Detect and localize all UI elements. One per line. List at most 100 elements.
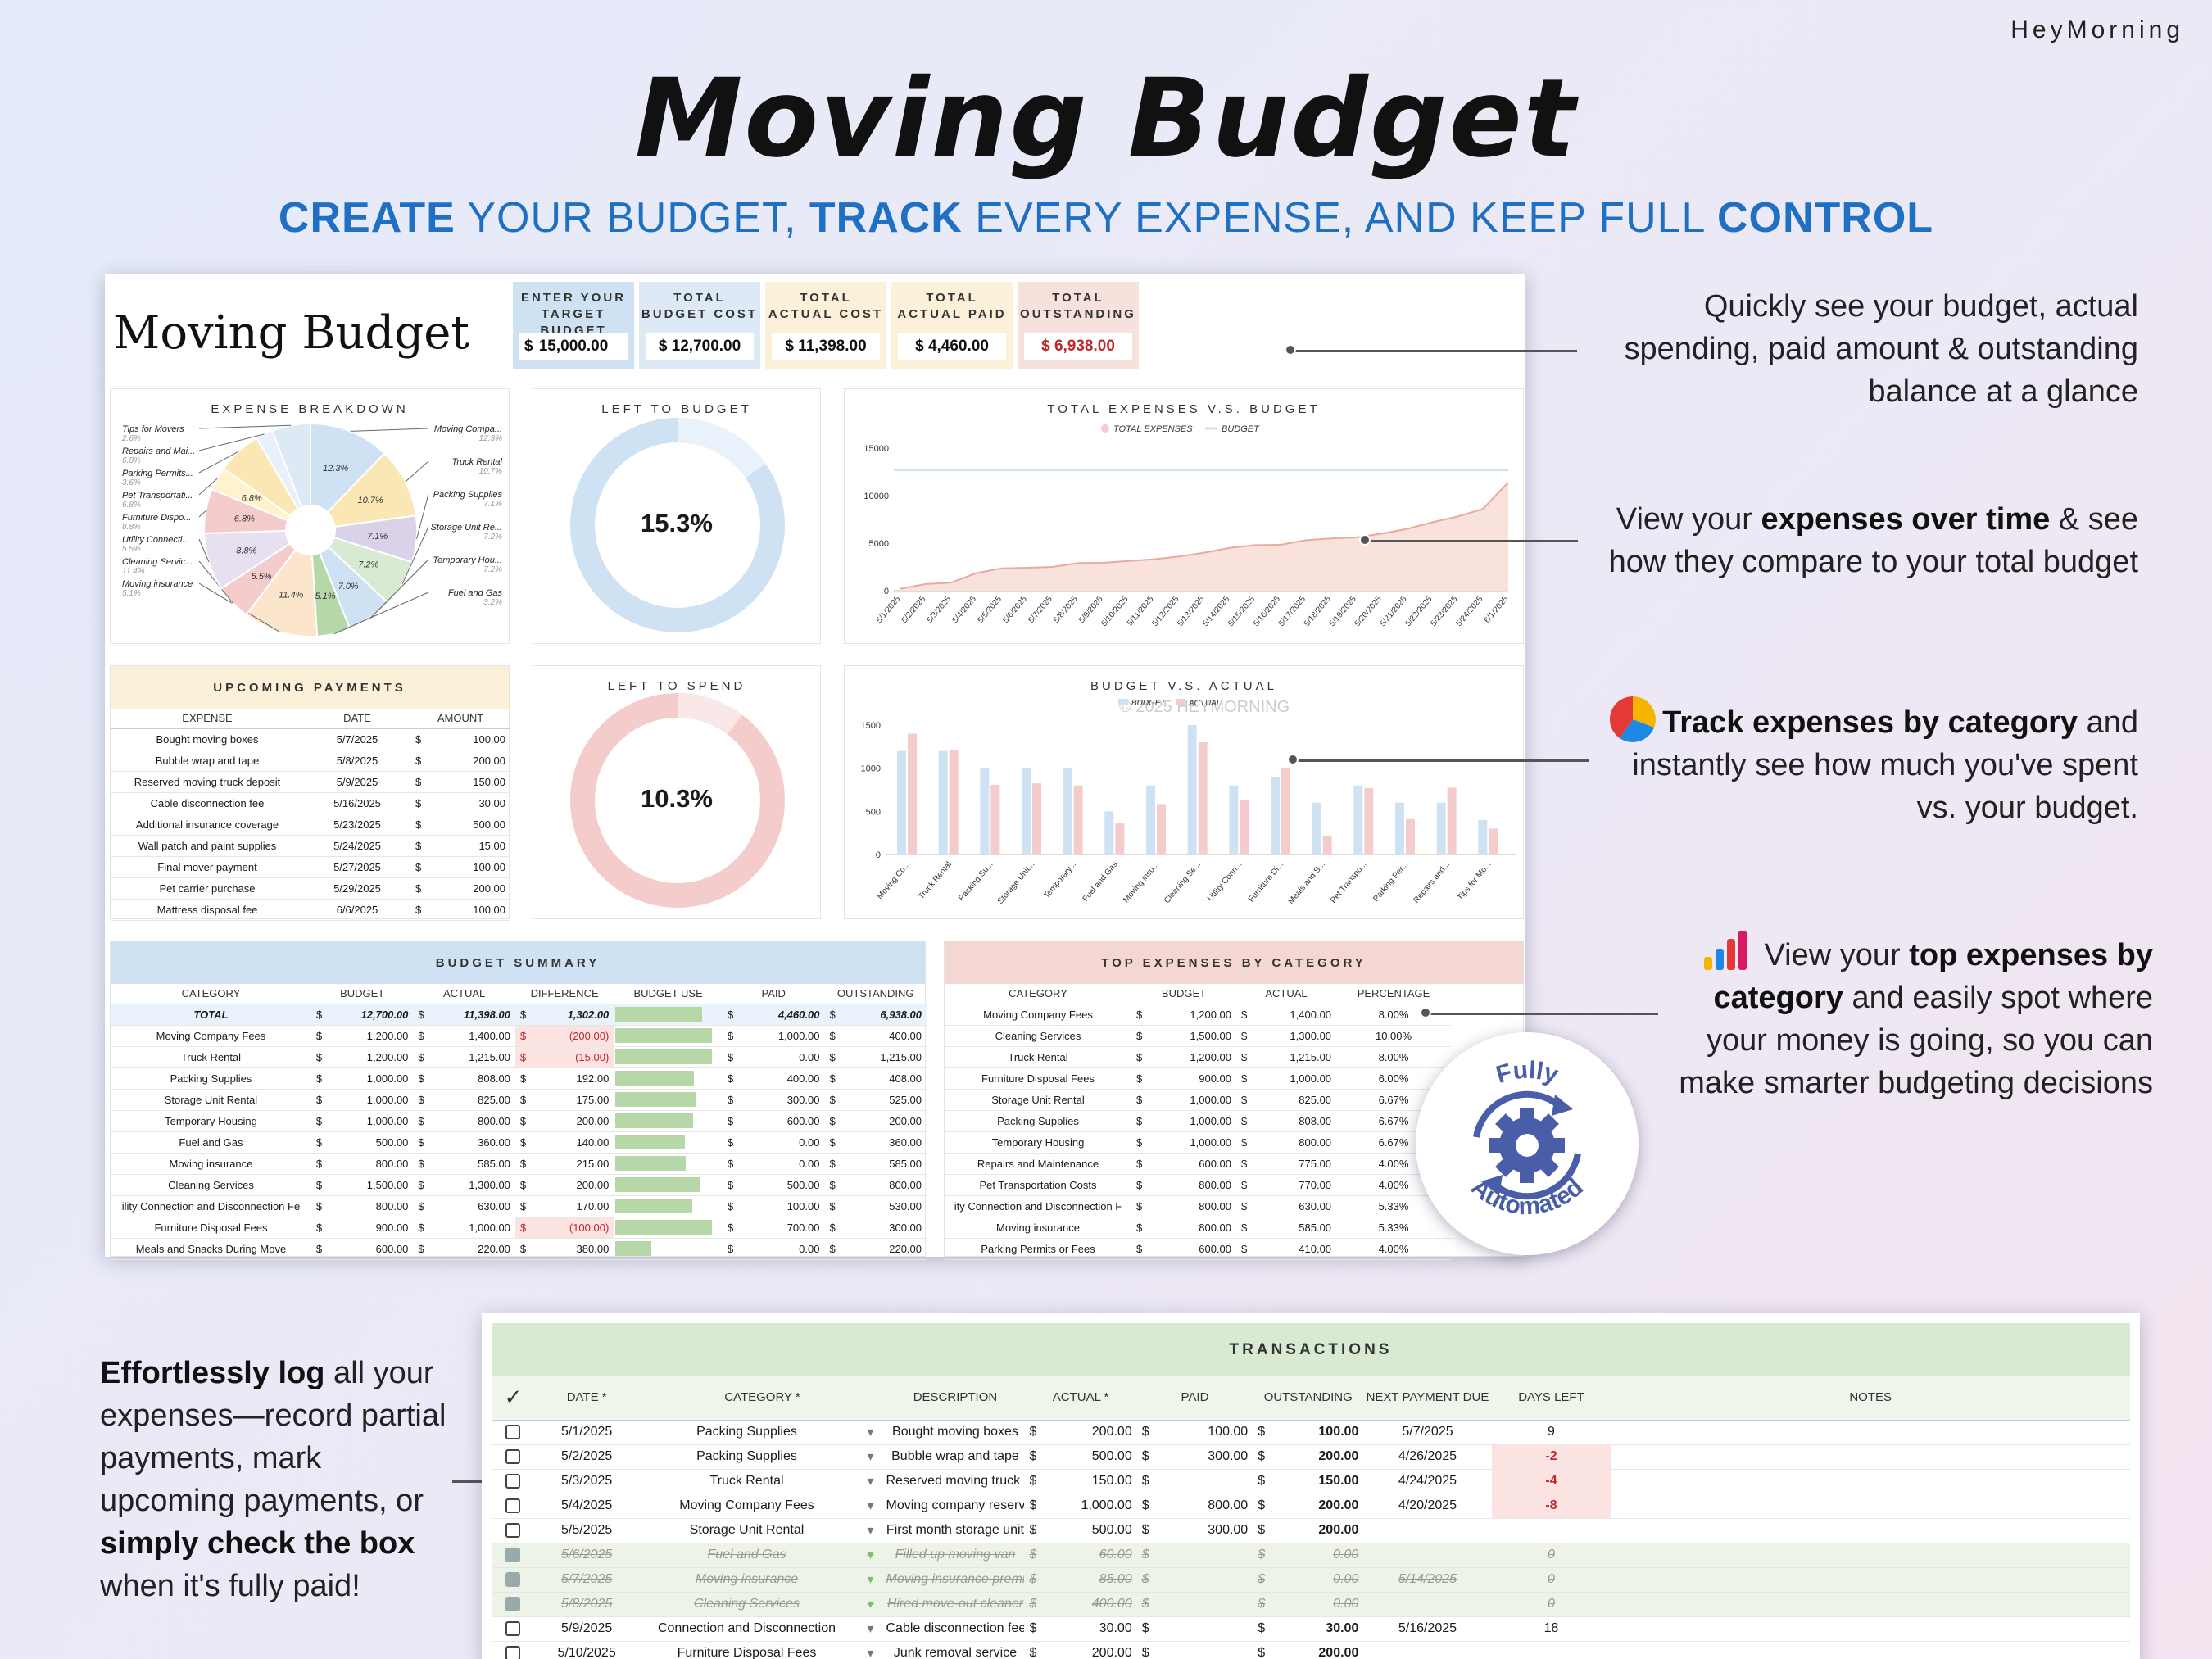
notes-cell[interactable]: [1611, 1469, 2130, 1494]
notes-cell[interactable]: [1611, 1444, 2130, 1470]
next-payment-due-cell[interactable]: [1363, 1543, 1492, 1568]
checkbox[interactable]: [505, 1522, 521, 1538]
date-cell[interactable]: 5/2/2025: [534, 1444, 639, 1470]
notes-cell[interactable]: [1611, 1641, 2130, 1659]
next-payment-due-cell[interactable]: [1363, 1518, 1492, 1543]
next-payment-due-cell[interactable]: 4/20/2025: [1363, 1494, 1492, 1519]
dropdown-arrow-icon[interactable]: ▾: [854, 1518, 886, 1543]
actual-cell[interactable]: 200.00: [1050, 1420, 1137, 1445]
date-cell[interactable]: 5/10/2025: [534, 1641, 639, 1659]
date-cell[interactable]: 5/9/2025: [534, 1616, 639, 1642]
next-payment-due-cell[interactable]: 4/24/2025: [1363, 1469, 1492, 1494]
category-cell[interactable]: Fuel and Gas: [638, 1543, 855, 1568]
next-payment-due-cell[interactable]: 4/26/2025: [1363, 1444, 1492, 1470]
paid-cell[interactable]: 300.00: [1163, 1518, 1253, 1543]
description-cell[interactable]: Moving insurance premium: [886, 1567, 1025, 1593]
category-cell[interactable]: Connection and Disconnection: [638, 1616, 855, 1642]
date-cell[interactable]: 5/8/2025: [534, 1592, 639, 1617]
checkbox[interactable]: [505, 1498, 521, 1513]
leader-line-line-chart: [1365, 540, 1578, 542]
category-cell[interactable]: Moving Company Fees: [638, 1494, 855, 1519]
paid-cell[interactable]: 800.00: [1163, 1494, 1253, 1519]
description-cell[interactable]: Filled up moving van: [886, 1543, 1025, 1568]
description-cell[interactable]: Moving company reservation fee: [886, 1494, 1025, 1519]
dropdown-arrow-icon[interactable]: ▾: [854, 1494, 886, 1519]
date-cell[interactable]: 5/3/2025: [534, 1469, 639, 1494]
dropdown-arrow-icon[interactable]: ▾: [854, 1420, 886, 1445]
dropdown-arrow-icon[interactable]: ▾: [854, 1444, 886, 1470]
paid-cell[interactable]: [1163, 1616, 1253, 1642]
date-cell[interactable]: 5/5/2025: [534, 1518, 639, 1543]
next-payment-due-cell[interactable]: [1363, 1641, 1492, 1659]
category-cell[interactable]: Cleaning Services: [638, 1592, 855, 1617]
checkbox[interactable]: [505, 1448, 521, 1464]
description-cell[interactable]: Bubble wrap and tape: [886, 1444, 1025, 1470]
kpi-value: $ 4,460.00: [898, 333, 1006, 360]
notes-cell[interactable]: [1611, 1567, 2130, 1593]
description-cell[interactable]: Cable disconnection fee: [886, 1616, 1025, 1642]
checkbox-checked[interactable]: [505, 1571, 521, 1587]
actual-cell[interactable]: 85.00: [1050, 1567, 1137, 1593]
date-cell[interactable]: 5/1/2025: [534, 1420, 639, 1445]
next-payment-due-cell[interactable]: 5/14/2025: [1363, 1567, 1492, 1593]
value-cell: 1,300.00: [428, 1174, 515, 1196]
date-cell[interactable]: 5/4/2025: [534, 1494, 639, 1519]
notes-cell[interactable]: [1611, 1518, 2130, 1543]
category-cell[interactable]: Packing Supplies: [638, 1420, 855, 1445]
actual-cell[interactable]: 500.00: [1050, 1444, 1137, 1470]
paid-cell[interactable]: 100.00: [1163, 1420, 1253, 1445]
dropdown-arrow-icon[interactable]: ▾: [854, 1543, 886, 1568]
dropdown-arrow-icon[interactable]: ▾: [854, 1616, 886, 1642]
description-cell[interactable]: Junk removal service: [886, 1641, 1025, 1659]
paid-cell[interactable]: [1163, 1641, 1253, 1659]
notes-cell[interactable]: [1611, 1543, 2130, 1568]
notes-cell[interactable]: [1611, 1592, 2130, 1617]
checkbox[interactable]: [505, 1424, 521, 1439]
actual-cell[interactable]: 1,000.00: [1050, 1494, 1137, 1519]
notes-cell[interactable]: [1611, 1420, 2130, 1445]
dropdown-arrow-icon[interactable]: ▾: [854, 1641, 886, 1659]
dropdown-arrow-icon[interactable]: ▾: [854, 1567, 886, 1593]
description-cell[interactable]: Reserved moving truck deposit: [886, 1469, 1025, 1494]
currency-cell: $: [310, 1238, 327, 1260]
date-cell[interactable]: 5/7/2025: [534, 1567, 639, 1593]
next-payment-due-cell[interactable]: [1363, 1592, 1492, 1617]
checkbox[interactable]: [505, 1645, 521, 1659]
category-cell[interactable]: Storage Unit Rental: [638, 1518, 855, 1543]
dropdown-arrow-icon[interactable]: ▾: [854, 1469, 886, 1494]
pie-slice-label: Temporary Hou...: [433, 555, 502, 565]
notes-cell[interactable]: [1611, 1616, 2130, 1642]
actual-cell[interactable]: 500.00: [1050, 1518, 1137, 1543]
description-cell[interactable]: First month storage unit: [886, 1518, 1025, 1543]
actual-cell[interactable]: 200.00: [1050, 1641, 1137, 1659]
description-cell[interactable]: Bought moving boxes: [886, 1420, 1025, 1445]
paid-cell[interactable]: [1163, 1543, 1253, 1568]
category-cell[interactable]: Furniture Disposal Fees: [638, 1641, 855, 1659]
paid-cell[interactable]: [1163, 1469, 1253, 1494]
paid-cell[interactable]: [1163, 1567, 1253, 1593]
actual-cell[interactable]: 400.00: [1050, 1592, 1137, 1617]
checkbox[interactable]: [505, 1473, 521, 1489]
expense-cell: Bubble wrap and tape: [111, 750, 304, 772]
table-row: Additional insurance coverage 5/23/2025 $5…: [111, 814, 510, 836]
paid-cell[interactable]: 300.00: [1163, 1444, 1253, 1470]
next-payment-due-cell[interactable]: 5/7/2025: [1363, 1420, 1492, 1445]
category-cell[interactable]: Moving insurance: [638, 1567, 855, 1593]
budget-use-cell: [614, 1110, 723, 1132]
next-payment-due-cell[interactable]: 5/16/2025: [1363, 1616, 1492, 1642]
category-cell[interactable]: Truck Rental: [638, 1469, 855, 1494]
notes-cell[interactable]: [1611, 1494, 2130, 1519]
checkbox-checked[interactable]: [505, 1596, 521, 1611]
actual-cell[interactable]: 150.00: [1050, 1469, 1137, 1494]
actual-cell[interactable]: 60.00: [1050, 1543, 1137, 1568]
actual-cell[interactable]: 30.00: [1050, 1616, 1137, 1642]
description-cell[interactable]: Hired move-out cleaner: [886, 1592, 1025, 1617]
paid-cell[interactable]: [1163, 1592, 1253, 1617]
budget-cell: 1,200.00: [1146, 1046, 1237, 1068]
checkbox[interactable]: [505, 1620, 521, 1636]
dropdown-arrow-icon[interactable]: ▾: [854, 1592, 886, 1617]
category-cell[interactable]: Packing Supplies: [638, 1444, 855, 1470]
date-cell[interactable]: 5/6/2025: [534, 1543, 639, 1568]
checkbox-checked[interactable]: [505, 1547, 521, 1562]
currency-cell: $: [310, 1131, 327, 1154]
